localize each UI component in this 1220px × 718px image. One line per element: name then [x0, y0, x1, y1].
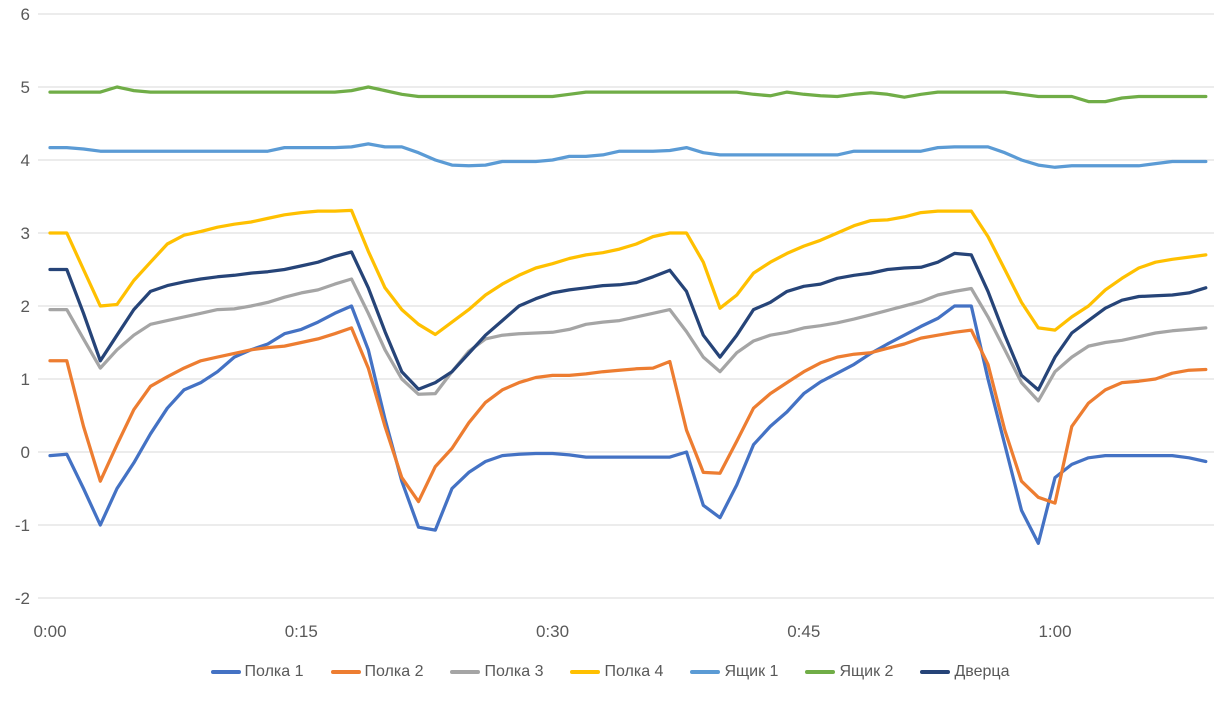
legend-line-swatch-icon: [805, 670, 836, 674]
legend-item-label: Полка 4: [604, 663, 664, 680]
legend-item-dvertsa[interactable]: Дверца: [920, 664, 1009, 680]
y-axis-tick-label: -1: [15, 516, 30, 535]
legend-item-polka-4[interactable]: Полка 4: [570, 664, 663, 680]
y-axis-tick-label: 1: [21, 370, 30, 389]
legend: Полка 1 Полка 2 Полка 3 Полка 4 Ящик 1 Ящик 2…: [0, 664, 1220, 680]
x-axis-tick-label: 0:30: [536, 622, 569, 641]
x-axis-tick-label: 0:00: [33, 622, 66, 641]
x-axis-tick-label: 0:45: [787, 622, 820, 641]
legend-line-swatch-icon: [330, 670, 361, 674]
y-axis-tick-label: 0: [21, 443, 30, 462]
y-axis-tick-label: 5: [21, 78, 30, 97]
legend-item-label: Ящик 2: [839, 663, 894, 680]
series-line-polka-4: [48, 208, 1208, 337]
legend-line-swatch-icon: [920, 670, 951, 674]
legend-line-swatch-icon: [690, 670, 721, 674]
legend-item-yashchik-2[interactable]: Ящик 2: [805, 664, 893, 680]
series-line-dvertsa: [48, 250, 1208, 392]
y-axis-tick-label: -2: [15, 589, 30, 608]
legend-line-swatch-icon: [210, 670, 241, 674]
legend-item-label: Дверца: [954, 663, 1010, 680]
legend-item-label: Полка 3: [484, 663, 544, 680]
y-axis-tick-label: 4: [21, 151, 30, 170]
legend-line-swatch-icon: [450, 670, 481, 674]
legend-item-polka-3[interactable]: Полка 3: [450, 664, 543, 680]
y-axis-tick-label: 6: [21, 5, 30, 24]
legend-item-label: Полка 2: [364, 663, 424, 680]
series-line-polka-3: [48, 277, 1208, 403]
series-line-yashchik-2: [48, 85, 1208, 104]
y-axis-tick-label: 2: [21, 297, 30, 316]
y-axis-tick-label: 3: [21, 224, 30, 243]
series-line-yashchik-1: [48, 142, 1208, 169]
x-axis-tick-label: 0:15: [285, 622, 318, 641]
legend-item-polka-2[interactable]: Полка 2: [330, 663, 424, 680]
series-line-polka-1: [48, 304, 1208, 545]
plot-area: 6 5 4 3 2 1 0 -1 -20:00 0:15 0:30 0:45 1:00: [15, 5, 1214, 641]
series-line-polka-2: [48, 326, 1208, 505]
legend-item-label: Ящик 1: [724, 663, 779, 680]
x-axis-tick-label: 1:00: [1038, 622, 1071, 641]
legend-item-yashchik-1[interactable]: Ящик 1: [690, 664, 778, 680]
legend-item-label: Полка 1: [244, 663, 304, 680]
legend-item-polka-1[interactable]: Полка 1: [210, 663, 304, 680]
legend-line-swatch-icon: [570, 670, 601, 674]
